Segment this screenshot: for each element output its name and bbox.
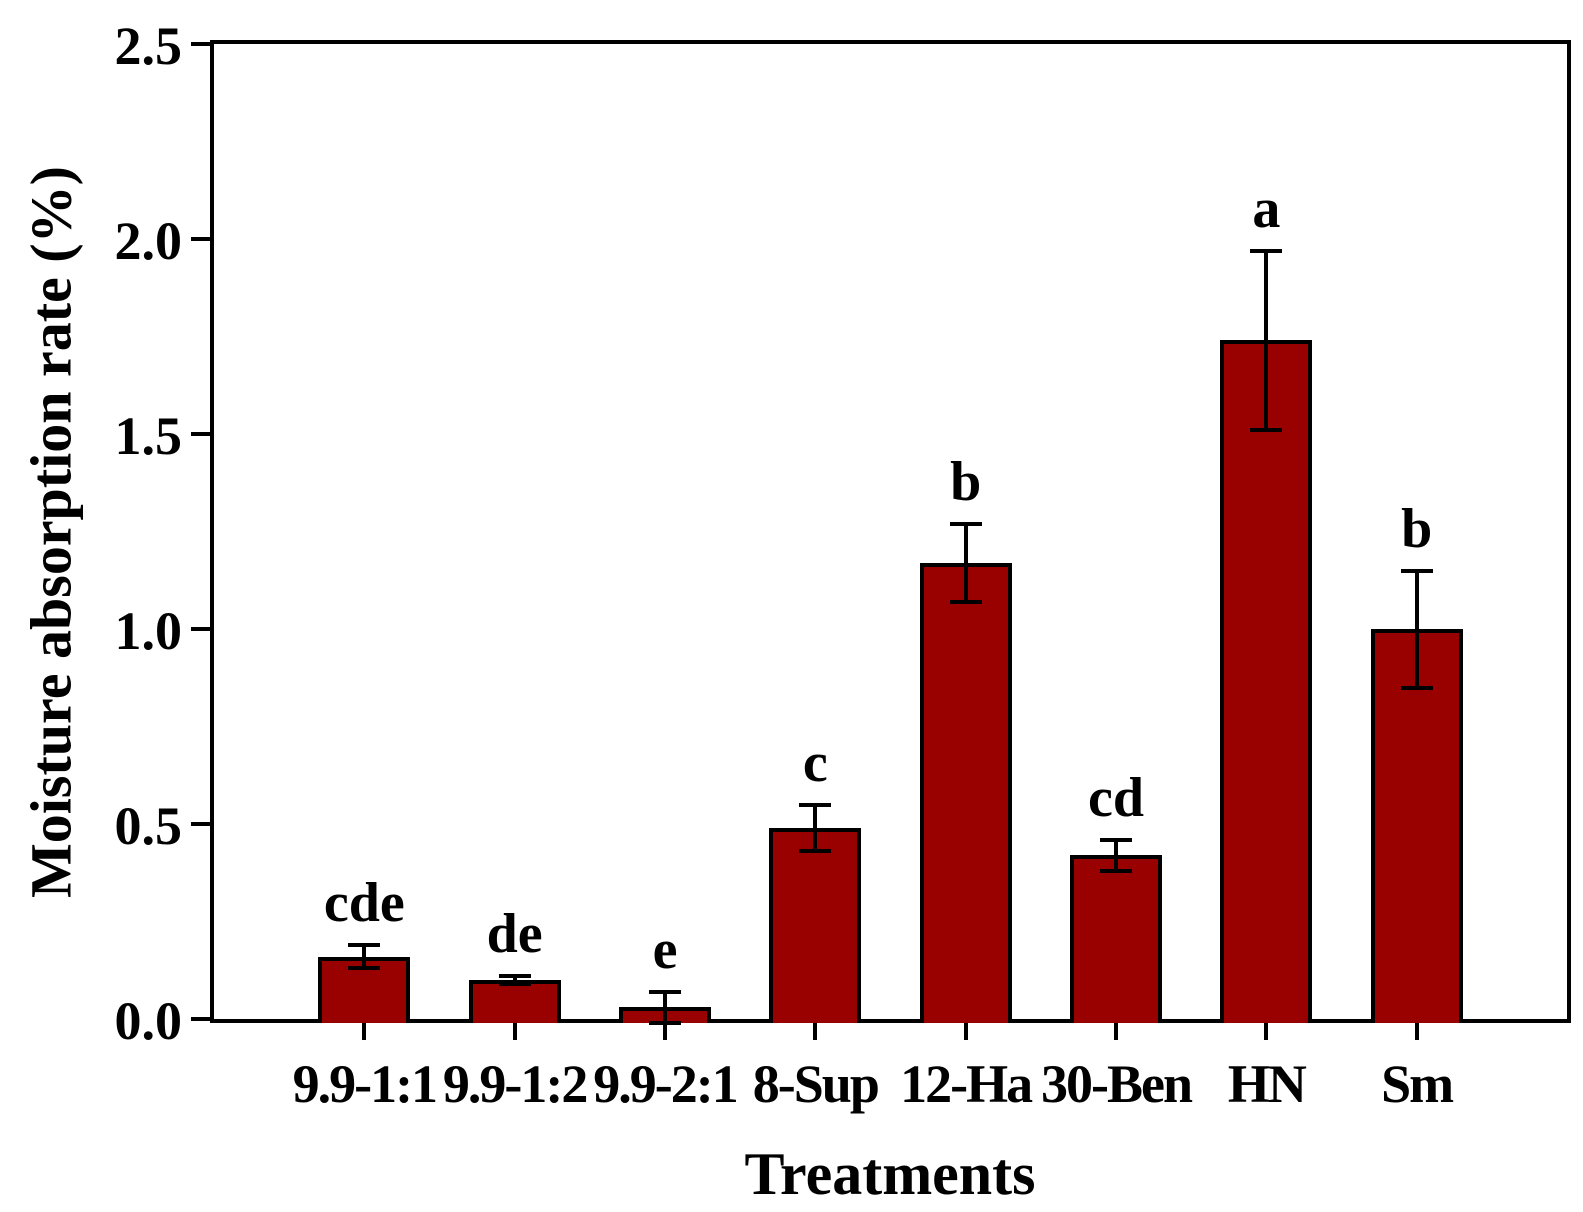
error-bar-cap: [799, 802, 832, 807]
error-bar-cap: [1250, 428, 1283, 433]
x-tick-label: Sm: [1381, 1054, 1454, 1114]
bar: [769, 827, 862, 1023]
x-tick: [362, 1023, 367, 1040]
x-tick-label: HN: [1227, 1054, 1307, 1114]
y-tick-label: 0.0: [114, 991, 183, 1051]
error-bar-cap: [949, 599, 982, 604]
error-bar-cap: [348, 942, 381, 947]
error-bar-cap: [498, 981, 531, 986]
error-bar-line: [663, 991, 667, 1023]
x-tick: [963, 1023, 968, 1040]
x-tick-label: 9.9-1:2: [442, 1054, 588, 1114]
y-tick: [191, 237, 210, 241]
x-tick: [813, 1023, 818, 1040]
error-bar-line: [512, 976, 517, 984]
error-bar-cap: [949, 521, 982, 526]
significance-letter: cde: [323, 871, 405, 934]
y-tick-label: 1.0: [114, 601, 183, 661]
error-bar-line: [813, 804, 818, 852]
error-bar-cap: [1100, 868, 1132, 873]
bar: [1370, 629, 1463, 1023]
x-tick-label: 8-Sup: [752, 1054, 880, 1114]
error-bar-line: [963, 523, 968, 602]
x-tick-label: 9.9-2:1: [593, 1054, 738, 1114]
x-tick: [663, 1023, 667, 1040]
error-bar-line: [1414, 570, 1419, 688]
x-tick: [1264, 1023, 1269, 1040]
y-tick: [191, 822, 210, 826]
y-tick: [191, 627, 210, 631]
error-bar-line: [1114, 839, 1118, 871]
significance-letter: cd: [1088, 766, 1144, 829]
bar: [1070, 855, 1162, 1023]
significance-letter: b: [1401, 497, 1433, 560]
x-axis-title: Treatments: [744, 1141, 1036, 1207]
error-bar-cap: [498, 974, 531, 979]
bar: [468, 980, 561, 1023]
y-tick-label: 0.5: [114, 796, 183, 856]
error-bar-cap: [649, 989, 681, 994]
error-bar-cap: [1400, 568, 1433, 573]
bar: [1220, 340, 1313, 1023]
y-tick: [191, 42, 210, 46]
y-tick: [191, 432, 210, 436]
error-bar-cap: [348, 966, 381, 971]
error-bar-cap: [1250, 248, 1283, 253]
significance-letter: a: [1252, 177, 1281, 240]
y-tick-label: 2.0: [114, 211, 183, 271]
y-tick-label: 2.5: [114, 16, 183, 76]
x-tick-label: 12-Ha: [900, 1054, 1033, 1114]
y-axis-title: Moisture absorption rate (%): [18, 166, 84, 898]
error-bar-cap: [1100, 837, 1132, 842]
significance-letter: de: [486, 903, 543, 966]
bar: [919, 562, 1012, 1023]
plot-frame: [210, 40, 1571, 1023]
error-bar-cap: [799, 849, 832, 854]
x-tick-label: 30-Ben: [1041, 1054, 1193, 1114]
significance-letter: c: [802, 731, 828, 794]
y-tick-label: 1.5: [114, 406, 183, 466]
error-bar-cap: [649, 1020, 681, 1025]
y-tick: [191, 1017, 210, 1021]
x-tick: [512, 1023, 517, 1040]
error-bar-line: [362, 944, 367, 969]
error-bar-line: [1264, 250, 1269, 431]
significance-letter: e: [652, 918, 678, 981]
significance-letter: b: [950, 450, 982, 513]
x-tick-label: 9.9-1:1: [292, 1054, 438, 1114]
error-bar-cap: [1400, 685, 1433, 690]
x-tick: [1114, 1023, 1118, 1040]
x-tick: [1414, 1023, 1419, 1040]
